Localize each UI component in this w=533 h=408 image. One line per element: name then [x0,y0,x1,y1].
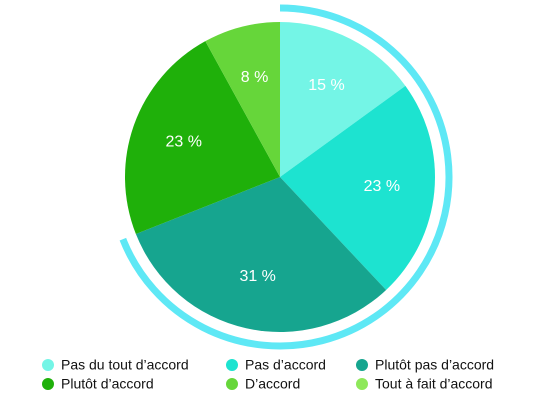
slice-label: 8 % [241,69,269,86]
legend-label: Pas du tout d’accord [61,357,189,373]
slice-label: 23 % [364,178,400,195]
pie-slice [280,22,406,177]
legend-label: Tout à fait d’accord [375,376,493,392]
pie-slice [135,177,387,332]
legend-label: Plutôt pas d’accord [375,357,494,373]
slice-label: 23 % [166,134,202,151]
slice-label: 15 % [308,77,344,94]
legend-marker [356,359,368,371]
pie-slice [280,85,435,290]
legend-marker [226,378,238,390]
legend-marker [356,378,368,390]
legend-label: Plutôt d’accord [61,376,154,392]
slice-label: 31 % [239,268,275,285]
legend-label: Pas d’accord [245,357,326,373]
legend-marker [226,359,238,371]
legend-marker [42,378,54,390]
legend-marker [42,359,54,371]
legend-label: D’accord [245,376,300,392]
highlight-ring [119,4,453,350]
pie-slice [124,41,280,235]
pie-slice [205,22,280,177]
